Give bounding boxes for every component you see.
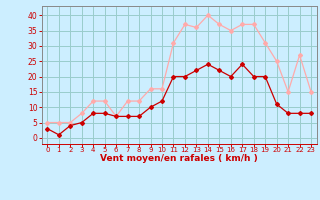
X-axis label: Vent moyen/en rafales ( km/h ): Vent moyen/en rafales ( km/h ) <box>100 154 258 163</box>
